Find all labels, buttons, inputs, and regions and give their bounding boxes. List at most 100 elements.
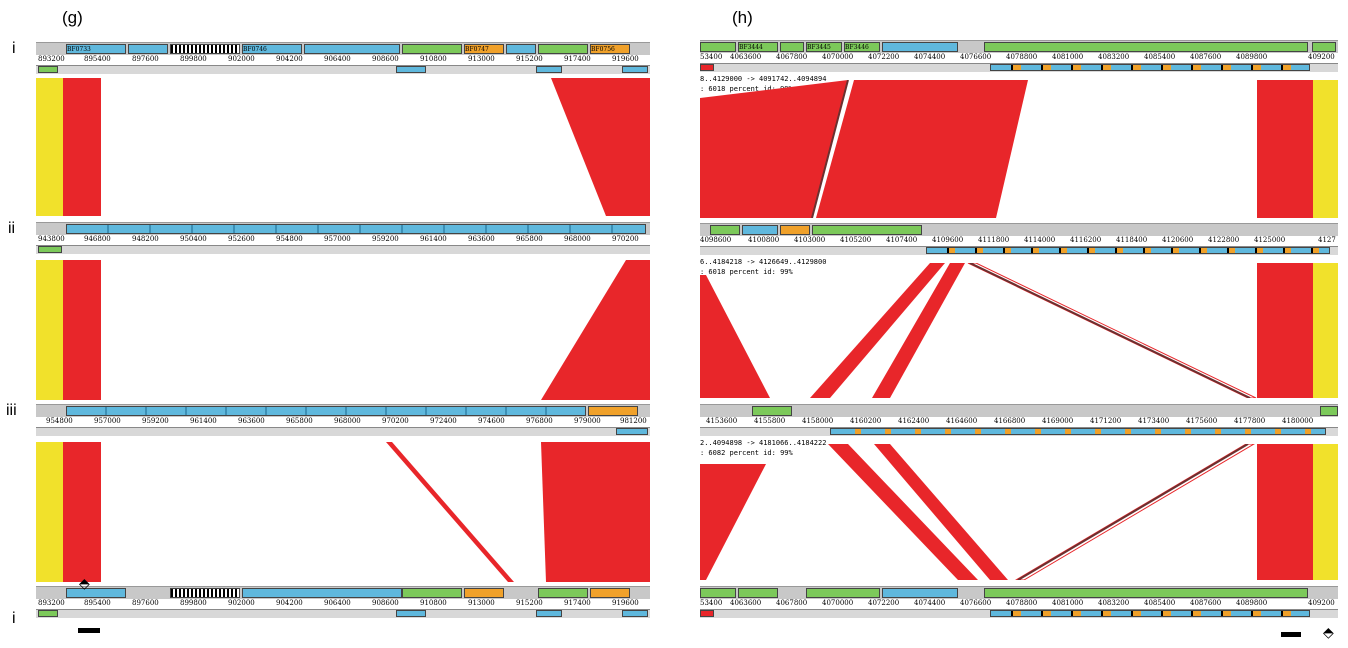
gene-bar (36, 222, 650, 236)
gene-feature (170, 44, 240, 54)
row-label-ii: ii (8, 220, 16, 237)
gene-feature (402, 588, 462, 598)
gene-feature (402, 44, 462, 54)
comparison-h1 (700, 80, 1338, 218)
reverse-gene-bar (700, 64, 1338, 72)
reverse-gene-bar (36, 428, 650, 436)
match-info-line2: : 6018 percent id: 99% (700, 268, 793, 276)
comparison-h3 (700, 444, 1338, 580)
match-info-line1: 6..4184218 -> 4126649..4129800 (700, 258, 827, 266)
comparison-h2 (700, 263, 1338, 398)
genome-track-4: 53400 4063600 4067800 4070000 4072200 4074400… (700, 586, 1338, 626)
row-label-iii: iii (6, 402, 17, 419)
comparison-1 (36, 78, 650, 216)
comparison-2 (36, 260, 650, 400)
genome-track-1: BF0733 BF0746 BF0747 BF0756 893200 895400… (36, 42, 650, 80)
coordinate-ruler: 53400 4063600 4067800 4070000 4072200 4074400… (700, 599, 1338, 610)
reverse-gene-bar (700, 610, 1338, 618)
gene-bar (36, 404, 650, 418)
gene-feature (700, 64, 714, 71)
gene-feature (590, 588, 630, 598)
coordinate-ruler: 943800 946800 948200 950400 952600 954800 9570… (36, 235, 650, 246)
gene-feature (396, 66, 426, 73)
panel-h-label: (h) (732, 8, 753, 27)
genome-track-1: BF3444 BF3445 BF3446 53400 4063600 4067800… (700, 40, 1338, 80)
gene-feature (38, 66, 58, 73)
gene-feature (464, 588, 504, 598)
gene-feature: BF3445 (806, 42, 842, 52)
gene-feature (536, 66, 562, 73)
gene-feature (304, 44, 400, 54)
match-info-line2: : 6018 percent id: 99% (700, 85, 793, 93)
genome-track-3: 954800 957000 959200 961400 963600 965800 9680… (36, 404, 650, 442)
gene-feature (66, 406, 586, 416)
reverse-gene-bar (36, 610, 650, 618)
gene-feature (622, 66, 648, 73)
gene-feature (616, 428, 648, 435)
gene-bar: BF3444 BF3445 BF3446 (700, 40, 1338, 54)
gene-feature (780, 42, 804, 52)
reverse-gene-bar (36, 66, 650, 74)
gene-feature (752, 406, 792, 416)
gene-feature (66, 224, 646, 234)
genome-track-3: 4153600 4155800 4158000 4160200 4162400 41646… (700, 404, 1338, 444)
scale-bar (1281, 632, 1301, 637)
gene-feature (812, 225, 922, 235)
gene-feature (926, 247, 1330, 254)
gene-feature (830, 428, 1326, 435)
gene-feature (538, 44, 588, 54)
coordinate-ruler: 4153600 4155800 4158000 4160200 4162400 41646… (700, 417, 1338, 428)
gene-bar (700, 404, 1338, 418)
gene-feature (536, 610, 562, 617)
gene-feature: BF3444 (738, 42, 778, 52)
gene-feature (806, 588, 880, 598)
coordinate-ruler: 893200 895400 897600 899800 902000 904200 9064… (36, 599, 650, 610)
gene-feature (780, 225, 810, 235)
genome-track-2: 4098600 4100800 4103000 4105200 4107400 41096… (700, 223, 1338, 263)
gene-feature (710, 225, 740, 235)
gene-feature (984, 588, 1308, 598)
gene-bar (700, 586, 1338, 600)
match-info-line1: 2..4094898 -> 4181066..4184222 (700, 439, 827, 447)
drag-handle-icon[interactable]: ⬘ (1323, 625, 1334, 641)
genome-track-2: 943800 946800 948200 950400 952600 954800 9570… (36, 222, 650, 260)
reverse-gene-bar (36, 246, 650, 254)
gene-feature: BF0747 (464, 44, 504, 54)
row-label-i-bottom: i (12, 610, 16, 627)
panel-g-label: (g) (62, 8, 83, 27)
gene-feature: BF0733 (66, 44, 126, 54)
gene-feature (38, 610, 58, 617)
gene-feature (882, 42, 958, 52)
gene-feature (1320, 406, 1338, 416)
gene-bar (36, 586, 650, 600)
gene-feature (700, 42, 736, 52)
gene-feature (396, 610, 426, 617)
match-info-line1: 8..4129000 -> 4091742..4094894 (700, 75, 827, 83)
gene-feature (38, 246, 62, 253)
panel-g: BF0733 BF0746 BF0747 BF0756 893200 895400… (36, 40, 650, 625)
gene-feature (242, 588, 402, 598)
gene-feature: BF3446 (844, 42, 880, 52)
gene-feature (700, 588, 736, 598)
gene-feature (984, 42, 1308, 52)
gene-feature (700, 610, 714, 617)
coordinate-ruler: 4098600 4100800 4103000 4105200 4107400 41096… (700, 236, 1338, 247)
gene-feature (128, 44, 168, 54)
gene-feature (990, 64, 1310, 71)
gene-feature: BF0746 (242, 44, 302, 54)
coordinate-ruler: 53400 4063600 4067800 4070000 4072200 4074400… (700, 53, 1338, 64)
gene-feature (66, 588, 126, 598)
coordinate-ruler: 893200 895400 897600 899800 902000 904200 9064… (36, 55, 650, 66)
gene-bar (700, 223, 1338, 237)
gene-feature (588, 406, 638, 416)
panel-h: BF3444 BF3445 BF3446 53400 4063600 4067800… (700, 40, 1338, 625)
reverse-gene-bar (700, 428, 1338, 436)
row-label-i: i (12, 40, 16, 57)
gene-bar: BF0733 BF0746 BF0747 BF0756 (36, 42, 650, 56)
reverse-gene-bar (700, 247, 1338, 255)
coordinate-ruler: 954800 957000 959200 961400 963600 965800 9680… (36, 417, 650, 428)
gene-feature (1312, 42, 1336, 52)
drag-handle-icon[interactable]: ⬘ (79, 576, 90, 592)
gene-feature (538, 588, 588, 598)
comparison-3 (36, 442, 650, 582)
